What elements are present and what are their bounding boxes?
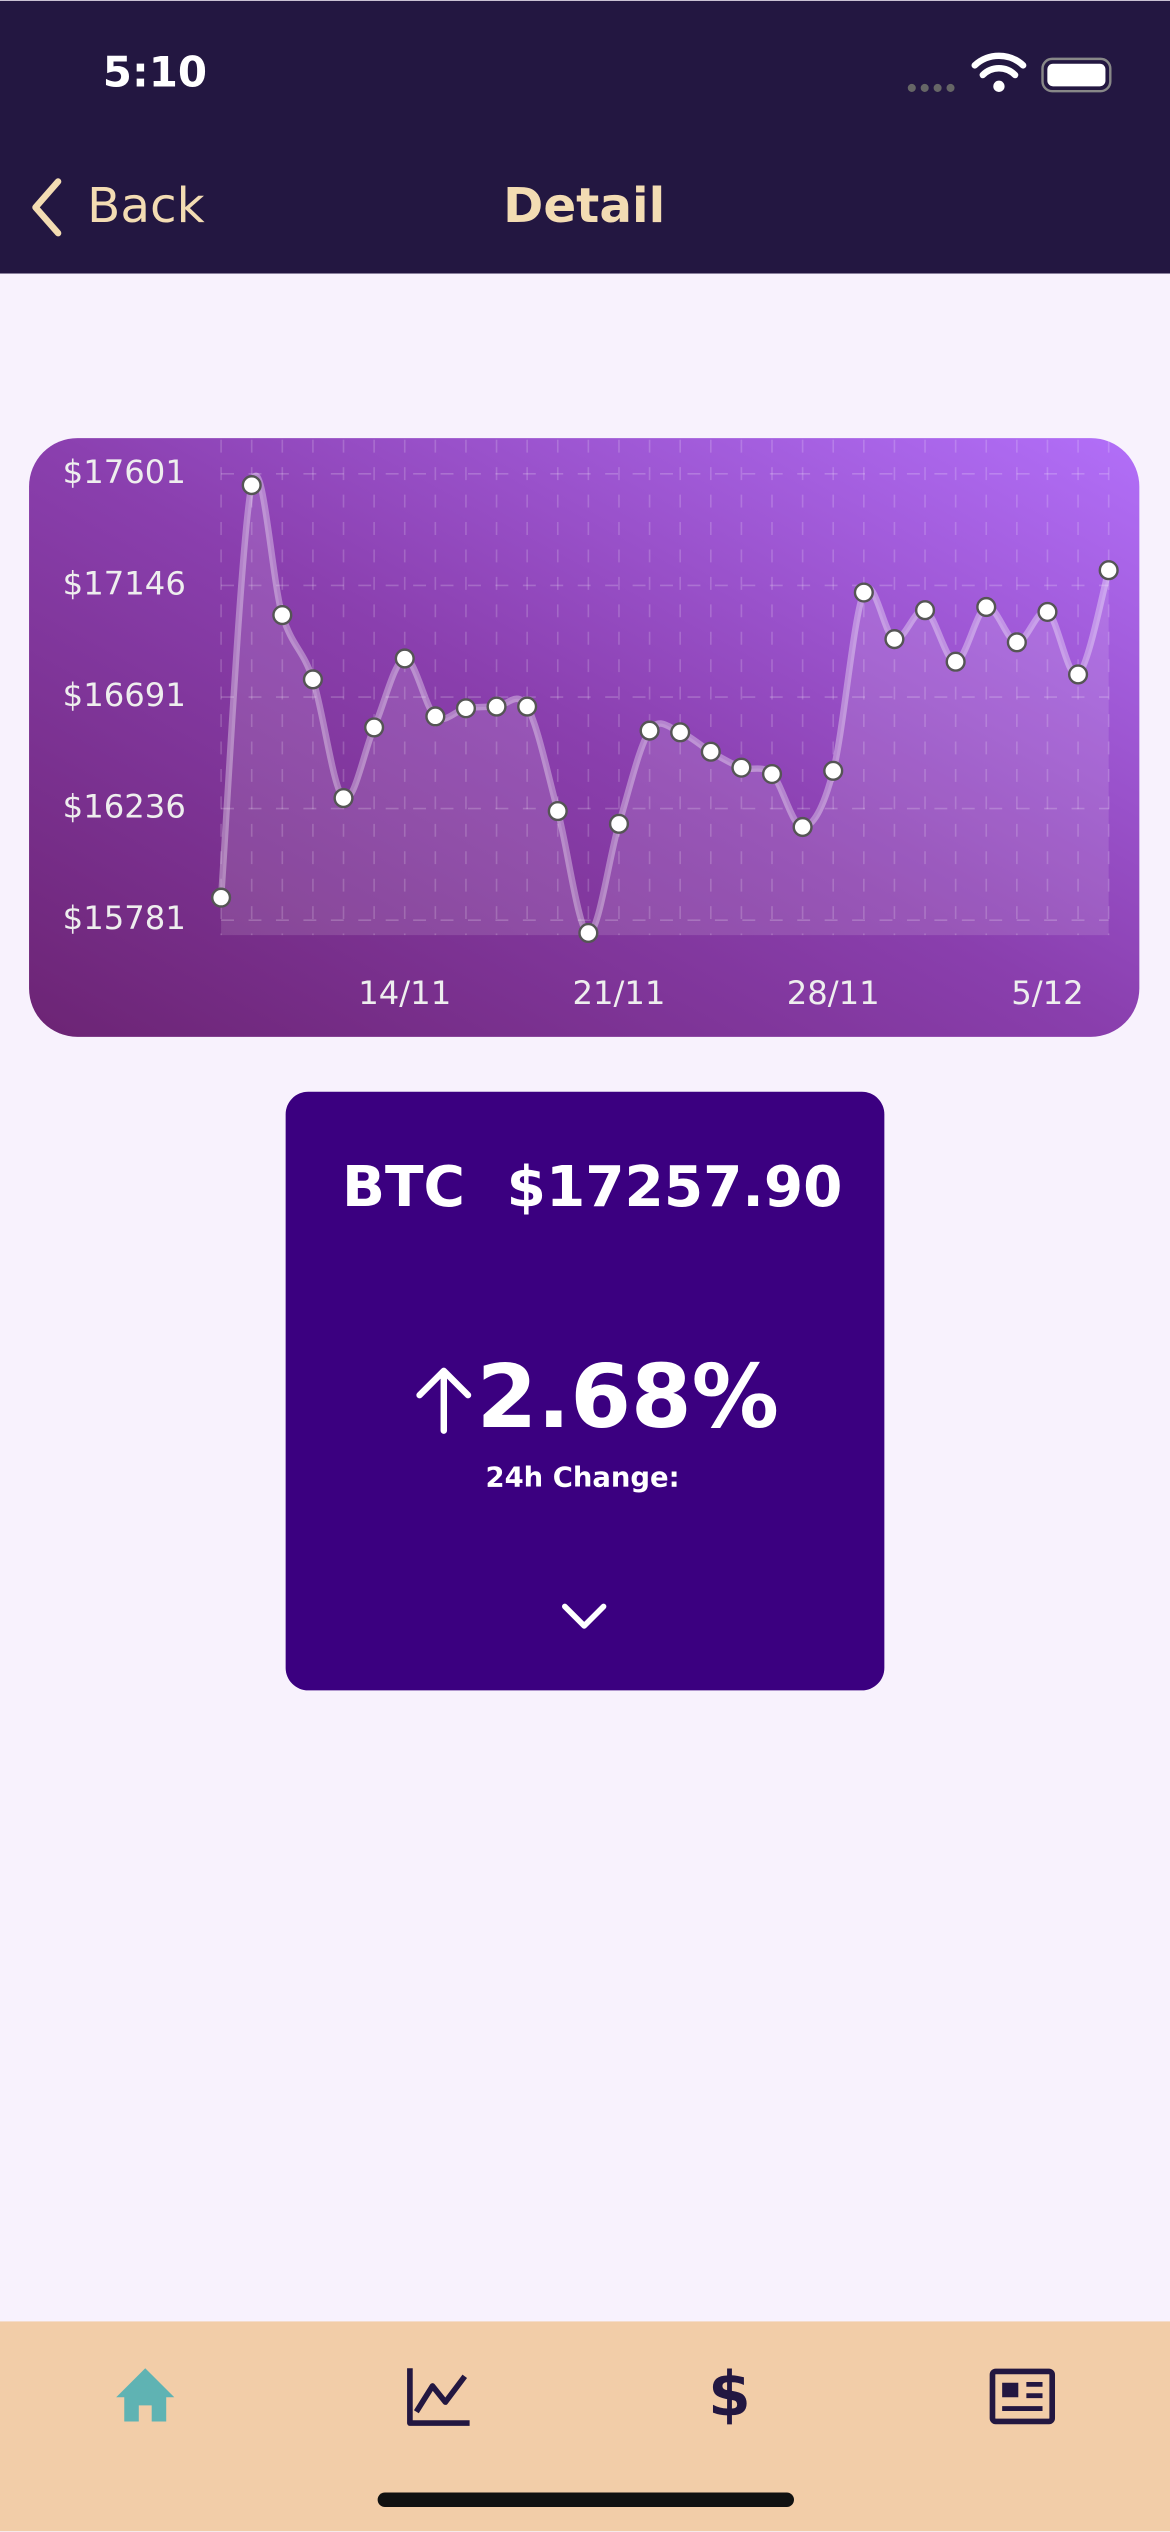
home-indicator <box>377 2492 794 2508</box>
symbol: BTC <box>342 1155 465 1220</box>
status-time: 5:10 <box>103 48 207 97</box>
point <box>455 698 477 719</box>
point <box>700 741 721 762</box>
point <box>823 760 844 781</box>
point <box>1067 664 1089 685</box>
x-tick-label: 21/11 <box>572 974 665 1012</box>
back-button[interactable]: Back <box>32 178 205 237</box>
back-label[interactable]: Back <box>87 178 205 234</box>
point <box>945 651 966 672</box>
point <box>333 787 354 809</box>
point <box>608 813 630 834</box>
up-arrow <box>416 1367 472 1434</box>
price: $17257.90 <box>507 1155 843 1220</box>
chart: $15781 $16236 $16691 $17146 $17601 14/11 21/11… <box>63 439 1119 1012</box>
y-tick-label: $16691 <box>63 676 186 714</box>
y-tick-label: $16236 <box>63 788 186 826</box>
battery <box>1041 57 1112 93</box>
point <box>853 582 874 603</box>
point <box>486 696 507 717</box>
back-chevron[interactable] <box>32 178 62 237</box>
point <box>1098 560 1119 581</box>
tab-home[interactable] <box>116 2368 175 2422</box>
point <box>241 475 262 496</box>
tab-news[interactable] <box>989 2368 1056 2425</box>
wifi-icon <box>971 52 1027 79</box>
point <box>425 706 446 727</box>
point <box>884 629 905 650</box>
header <box>0 0 1170 274</box>
news-lines[interactable] <box>1002 2381 1043 2411</box>
point <box>976 596 997 618</box>
point <box>517 696 538 717</box>
point <box>792 816 813 838</box>
point <box>272 605 293 626</box>
point <box>1006 632 1027 653</box>
tab-dollar[interactable]: $ <box>708 2359 751 2430</box>
point <box>1037 601 1058 622</box>
news-image[interactable] <box>1002 2382 1019 2398</box>
point <box>914 600 936 621</box>
point <box>731 757 752 778</box>
point <box>211 887 232 908</box>
expand-chevron[interactable] <box>562 1603 607 1629</box>
wifi-dot <box>993 80 1005 92</box>
point <box>302 669 323 690</box>
news-frame[interactable] <box>989 2368 1056 2425</box>
point <box>364 717 385 738</box>
y-tick-label: $17601 <box>63 453 186 491</box>
change-label: 24h Change: <box>486 1463 680 1494</box>
nav-title: Detail <box>503 178 665 234</box>
point <box>394 648 415 669</box>
point <box>670 722 691 743</box>
point <box>578 922 599 944</box>
x-tick-label: 5/12 <box>1011 974 1083 1012</box>
point <box>761 763 783 785</box>
signal <box>907 83 955 92</box>
tab-chart[interactable] <box>407 2368 470 2426</box>
point <box>639 720 660 741</box>
battery-level <box>1047 63 1106 87</box>
x-tick-label: 28/11 <box>787 974 880 1012</box>
area <box>221 475 1109 936</box>
y-tick-label: $17146 <box>63 564 186 602</box>
y-tick-label: $15781 <box>63 899 186 937</box>
price-card[interactable] <box>285 1091 885 1691</box>
change: 2.68% <box>477 1346 779 1448</box>
point <box>547 800 568 822</box>
x-tick-label: 14/11 <box>358 974 451 1012</box>
